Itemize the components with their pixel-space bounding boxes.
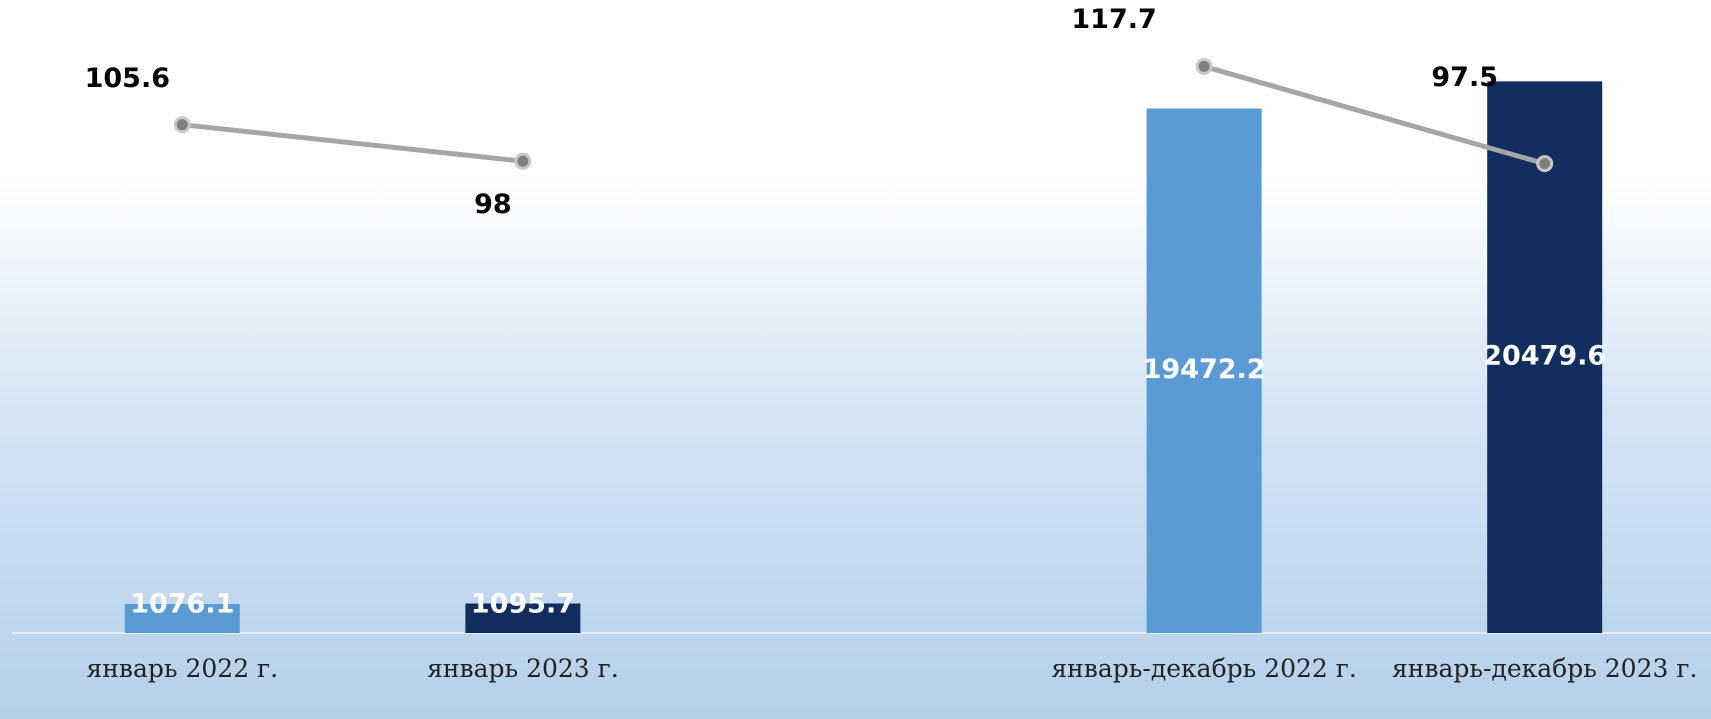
line-marker: [1195, 57, 1213, 75]
line-value-label: 105.6: [85, 63, 170, 94]
bar-value-label: 1095.7: [471, 589, 575, 620]
bar: [465, 603, 581, 633]
x-tick-label: январь 2023 г.: [427, 654, 619, 683]
bar: [1487, 81, 1603, 633]
line-marker: [1536, 155, 1554, 173]
line: [182, 122, 524, 164]
bar-value-label: 1076.1: [130, 589, 234, 620]
line-value-label: 117.7: [1071, 4, 1156, 35]
line-value-label: 97.5: [1431, 62, 1498, 93]
x-tick-label: январь-декабрь 2023 г.: [1391, 654, 1698, 683]
line-marker: [173, 116, 191, 134]
bar-value-label: 20479.6: [1483, 341, 1606, 372]
x-tick-label: январь 2022 г.: [86, 654, 279, 683]
x-tick-label: январь-декабрь 2022 г.: [1051, 654, 1357, 683]
line: [1203, 64, 1546, 167]
line-value-label: 98: [474, 189, 512, 220]
bar: [124, 604, 240, 633]
line-marker: [514, 152, 532, 170]
bar: [1146, 108, 1262, 633]
bar-value-label: 19472.2: [1143, 354, 1266, 385]
